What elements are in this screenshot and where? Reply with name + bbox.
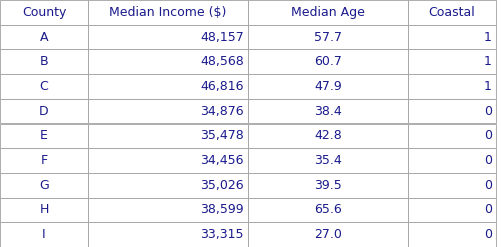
- Bar: [247, 49, 407, 74]
- Bar: [88, 148, 247, 173]
- Text: 1: 1: [483, 31, 491, 43]
- Text: 35,478: 35,478: [200, 129, 243, 142]
- Text: 48,568: 48,568: [200, 55, 243, 68]
- Text: 1: 1: [483, 80, 491, 93]
- Text: E: E: [40, 129, 48, 142]
- Text: County: County: [22, 6, 66, 19]
- Bar: [407, 74, 495, 99]
- Bar: [247, 124, 407, 148]
- Bar: [0, 173, 88, 198]
- Bar: [407, 0, 495, 25]
- Text: 34,456: 34,456: [200, 154, 243, 167]
- Text: 65.6: 65.6: [314, 204, 341, 216]
- Bar: [0, 124, 88, 148]
- Text: 0: 0: [483, 204, 491, 216]
- Text: 38,599: 38,599: [200, 204, 243, 216]
- Text: F: F: [41, 154, 48, 167]
- Text: H: H: [39, 204, 49, 216]
- Bar: [407, 99, 495, 124]
- Text: B: B: [40, 55, 48, 68]
- Text: 27.0: 27.0: [314, 228, 341, 241]
- Text: 0: 0: [483, 179, 491, 192]
- Text: A: A: [40, 31, 48, 43]
- Bar: [0, 74, 88, 99]
- Bar: [247, 222, 407, 247]
- Text: 46,816: 46,816: [200, 80, 243, 93]
- Bar: [0, 25, 88, 49]
- Bar: [247, 0, 407, 25]
- Text: I: I: [42, 228, 46, 241]
- Text: 35.4: 35.4: [314, 154, 341, 167]
- Bar: [88, 25, 247, 49]
- Bar: [0, 222, 88, 247]
- Text: 48,157: 48,157: [200, 31, 243, 43]
- Text: D: D: [39, 105, 49, 118]
- Bar: [0, 0, 88, 25]
- Bar: [247, 99, 407, 124]
- Bar: [88, 49, 247, 74]
- Text: 38.4: 38.4: [314, 105, 341, 118]
- Text: 0: 0: [483, 228, 491, 241]
- Text: Median Age: Median Age: [291, 6, 364, 19]
- Bar: [407, 148, 495, 173]
- Bar: [88, 74, 247, 99]
- Bar: [247, 173, 407, 198]
- Text: C: C: [40, 80, 48, 93]
- Bar: [247, 148, 407, 173]
- Bar: [88, 173, 247, 198]
- Text: 47.9: 47.9: [314, 80, 341, 93]
- Bar: [247, 198, 407, 222]
- Bar: [0, 99, 88, 124]
- Bar: [0, 198, 88, 222]
- Bar: [407, 124, 495, 148]
- Bar: [88, 124, 247, 148]
- Bar: [247, 74, 407, 99]
- Text: 1: 1: [483, 55, 491, 68]
- Text: Coastal: Coastal: [428, 6, 474, 19]
- Bar: [88, 198, 247, 222]
- Text: 0: 0: [483, 129, 491, 142]
- Text: 57.7: 57.7: [313, 31, 341, 43]
- Text: 34,876: 34,876: [200, 105, 243, 118]
- Bar: [0, 148, 88, 173]
- Bar: [407, 49, 495, 74]
- Bar: [88, 222, 247, 247]
- Text: 35,026: 35,026: [200, 179, 243, 192]
- Text: Median Income ($): Median Income ($): [109, 6, 226, 19]
- Text: 33,315: 33,315: [200, 228, 243, 241]
- Bar: [407, 25, 495, 49]
- Text: 60.7: 60.7: [314, 55, 341, 68]
- Text: 0: 0: [483, 105, 491, 118]
- Bar: [407, 222, 495, 247]
- Bar: [247, 25, 407, 49]
- Bar: [88, 99, 247, 124]
- Bar: [407, 198, 495, 222]
- Bar: [88, 0, 247, 25]
- Bar: [407, 173, 495, 198]
- Bar: [0, 49, 88, 74]
- Text: 0: 0: [483, 154, 491, 167]
- Text: G: G: [39, 179, 49, 192]
- Text: 42.8: 42.8: [314, 129, 341, 142]
- Text: 39.5: 39.5: [314, 179, 341, 192]
